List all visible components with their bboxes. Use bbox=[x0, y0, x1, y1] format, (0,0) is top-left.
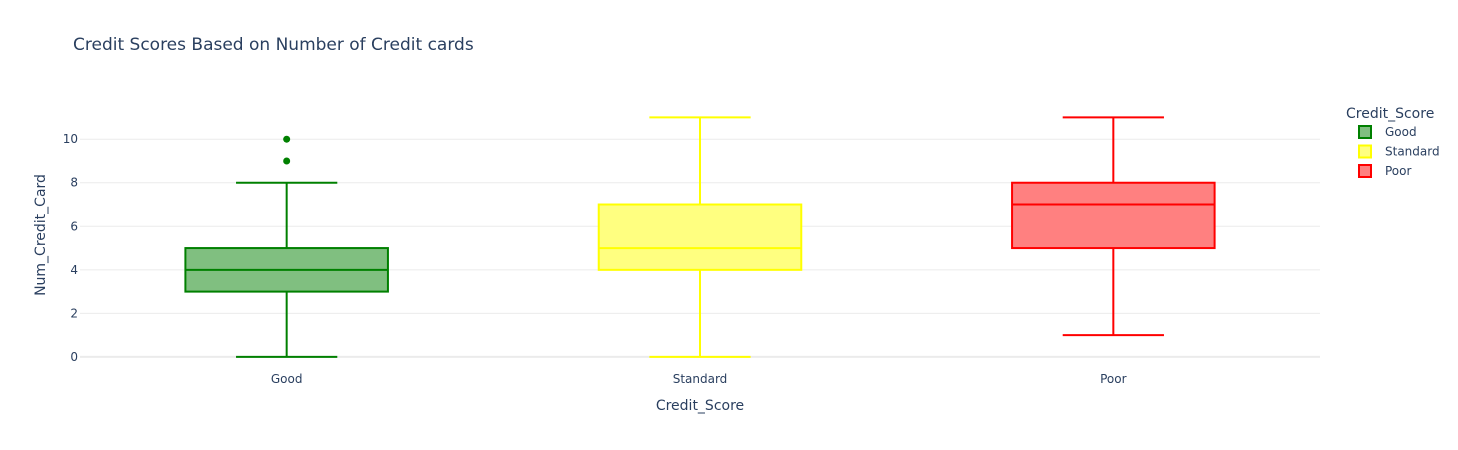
y-tick-label: 2 bbox=[70, 306, 78, 320]
legend-item-standard: Standard bbox=[1359, 145, 1440, 159]
legend-label: Poor bbox=[1385, 164, 1411, 178]
x-tick-label: Poor bbox=[1100, 372, 1126, 386]
box-trace-good bbox=[185, 136, 388, 357]
box-trace-standard bbox=[599, 117, 802, 357]
y-tick-label: 8 bbox=[70, 176, 78, 190]
x-tick-label: Good bbox=[271, 372, 303, 386]
y-tick-label: 10 bbox=[63, 132, 78, 146]
legend-swatch bbox=[1359, 126, 1371, 138]
iqr-box bbox=[599, 205, 802, 270]
outlier-point bbox=[283, 136, 290, 143]
legend-item-good: Good bbox=[1359, 125, 1417, 139]
y-tick-label: 4 bbox=[70, 263, 78, 277]
y-axis-title: Num_Credit_Card bbox=[33, 174, 49, 296]
legend-label: Standard bbox=[1385, 145, 1440, 159]
legend-item-poor: Poor bbox=[1359, 164, 1411, 178]
x-tick-label: Standard bbox=[673, 372, 728, 386]
legend-swatch bbox=[1359, 146, 1371, 158]
y-tick-label: 6 bbox=[70, 219, 78, 233]
x-axis-ticks: Good Standard Poor bbox=[271, 372, 1127, 386]
chart-title: Credit Scores Based on Number of Credit … bbox=[73, 35, 474, 55]
y-tick-label: 0 bbox=[70, 350, 78, 364]
legend: Credit_Score Good Standard Poor bbox=[1346, 106, 1440, 178]
legend-label: Good bbox=[1385, 125, 1417, 139]
x-axis-title: Credit_Score bbox=[656, 398, 744, 414]
legend-swatch bbox=[1359, 165, 1371, 177]
box-traces bbox=[185, 117, 1214, 357]
y-axis-ticks: 0 2 4 6 8 10 bbox=[63, 132, 78, 364]
legend-title: Credit_Score bbox=[1346, 106, 1434, 122]
outlier-point bbox=[283, 157, 290, 164]
iqr-box bbox=[1012, 183, 1215, 248]
box-trace-poor bbox=[1012, 117, 1215, 335]
